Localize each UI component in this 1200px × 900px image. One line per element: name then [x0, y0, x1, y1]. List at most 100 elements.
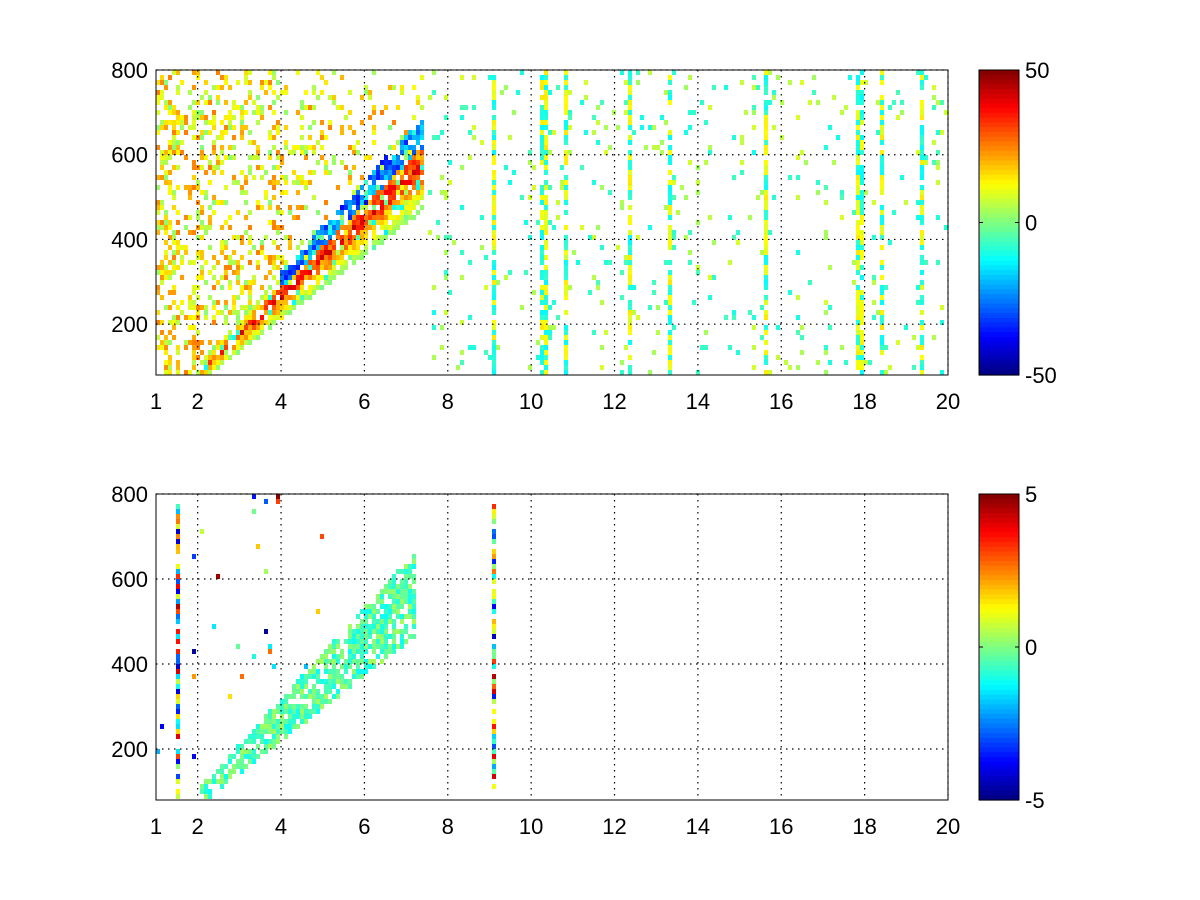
heatmap-cell — [380, 215, 384, 220]
heatmap-cell — [396, 604, 400, 609]
colorbar-segment — [979, 556, 1019, 562]
heatmap-cell — [276, 180, 280, 185]
heatmap-cell — [668, 315, 672, 320]
heatmap-cell — [192, 754, 196, 759]
heatmap-cell — [260, 320, 264, 325]
heatmap-cell — [176, 789, 180, 794]
heatmap-cell — [208, 205, 212, 210]
heatmap-cell — [492, 749, 496, 754]
heatmap-cell — [284, 310, 288, 315]
heatmap-cell — [880, 190, 884, 195]
heatmap-cell — [772, 125, 776, 130]
heatmap-cell — [448, 290, 452, 295]
heatmap-cell — [568, 110, 572, 115]
heatmap-cell — [544, 230, 548, 235]
heatmap-cell — [560, 180, 564, 185]
heatmap-cell — [300, 270, 304, 275]
heatmap-cell — [544, 315, 548, 320]
heatmap-cell — [872, 315, 876, 320]
heatmap-cell — [308, 240, 312, 245]
heatmap-cell — [300, 125, 304, 130]
heatmap-cell — [556, 200, 560, 205]
heatmap-cell — [400, 195, 404, 200]
heatmap-cell — [276, 739, 280, 744]
heatmap-cell — [600, 365, 604, 370]
heatmap-cell — [528, 150, 532, 155]
colorbar-segment — [979, 532, 1019, 538]
heatmap-cell — [628, 110, 632, 115]
heatmap-cell — [856, 125, 860, 130]
heatmap-cell — [860, 350, 864, 355]
heatmap-cell — [168, 270, 172, 275]
heatmap-cell — [244, 739, 248, 744]
heatmap-cell — [268, 714, 272, 719]
heatmap-cell — [412, 145, 416, 150]
heatmap-cell — [208, 100, 212, 105]
heatmap-cell — [668, 160, 672, 165]
heatmap-cell — [180, 275, 184, 280]
heatmap-cells-bottom — [156, 494, 496, 799]
heatmap-cell — [372, 190, 376, 195]
heatmap-cell — [228, 280, 232, 285]
heatmap-cell — [860, 340, 864, 345]
heatmap-cell — [272, 295, 276, 300]
heatmap-cell — [880, 290, 884, 295]
heatmap-cell — [196, 310, 200, 315]
heatmap-cell — [540, 250, 544, 255]
heatmap-cell — [472, 75, 476, 80]
heatmap-cell — [800, 80, 804, 85]
heatmap-cell — [296, 245, 300, 250]
heatmap-cell — [548, 325, 552, 330]
heatmap-cell — [192, 185, 196, 190]
heatmap-cell — [224, 774, 228, 779]
heatmap-cell — [492, 519, 496, 524]
heatmap-cell — [288, 305, 292, 310]
colorbar-segment — [979, 513, 1019, 519]
heatmap-cell — [532, 290, 536, 295]
heatmap-cell — [240, 759, 244, 764]
heatmap-cell — [200, 165, 204, 170]
heatmap-cell — [696, 220, 700, 225]
heatmap-cell — [628, 355, 632, 360]
heatmap-cell — [292, 180, 296, 185]
heatmap-cell — [168, 275, 172, 280]
heatmap-cell — [184, 370, 188, 375]
heatmap-cell — [340, 265, 344, 270]
heatmap-cell — [880, 370, 884, 375]
heatmap-cell — [216, 70, 220, 75]
heatmap-cell — [856, 245, 860, 250]
heatmap-cell — [628, 180, 632, 185]
heatmap-cell — [852, 210, 856, 215]
heatmap-cell — [280, 315, 284, 320]
heatmap-cell — [780, 100, 784, 105]
heatmap-cell — [172, 135, 176, 140]
heatmap-cell — [780, 135, 784, 140]
heatmap-cell — [348, 125, 352, 130]
x-tick-label: 18 — [852, 814, 876, 839]
heatmap-cell — [936, 100, 940, 105]
heatmap-cell — [492, 559, 496, 564]
heatmap-cell — [160, 165, 164, 170]
heatmap-cell — [236, 310, 240, 315]
heatmap-cell — [328, 170, 332, 175]
heatmap-cell — [288, 270, 292, 275]
heatmap-cell — [288, 280, 292, 285]
heatmap-cell — [164, 175, 168, 180]
heatmap-cell — [644, 145, 648, 150]
heatmap-cell — [668, 80, 672, 85]
heatmap-cell — [380, 634, 384, 639]
heatmap-cell — [544, 290, 548, 295]
heatmap-cell — [360, 205, 364, 210]
heatmap-cell — [372, 110, 376, 115]
heatmap-cell — [232, 260, 236, 265]
heatmap-cell — [236, 295, 240, 300]
heatmap-cell — [304, 265, 308, 270]
heatmap-cell — [492, 300, 496, 305]
heatmap-cell — [204, 195, 208, 200]
heatmap-cell — [172, 205, 176, 210]
heatmap-cell — [292, 709, 296, 714]
heatmap-cell — [332, 649, 336, 654]
heatmap-cell — [880, 215, 884, 220]
heatmap-cell — [224, 245, 228, 250]
heatmap-cell — [856, 140, 860, 145]
